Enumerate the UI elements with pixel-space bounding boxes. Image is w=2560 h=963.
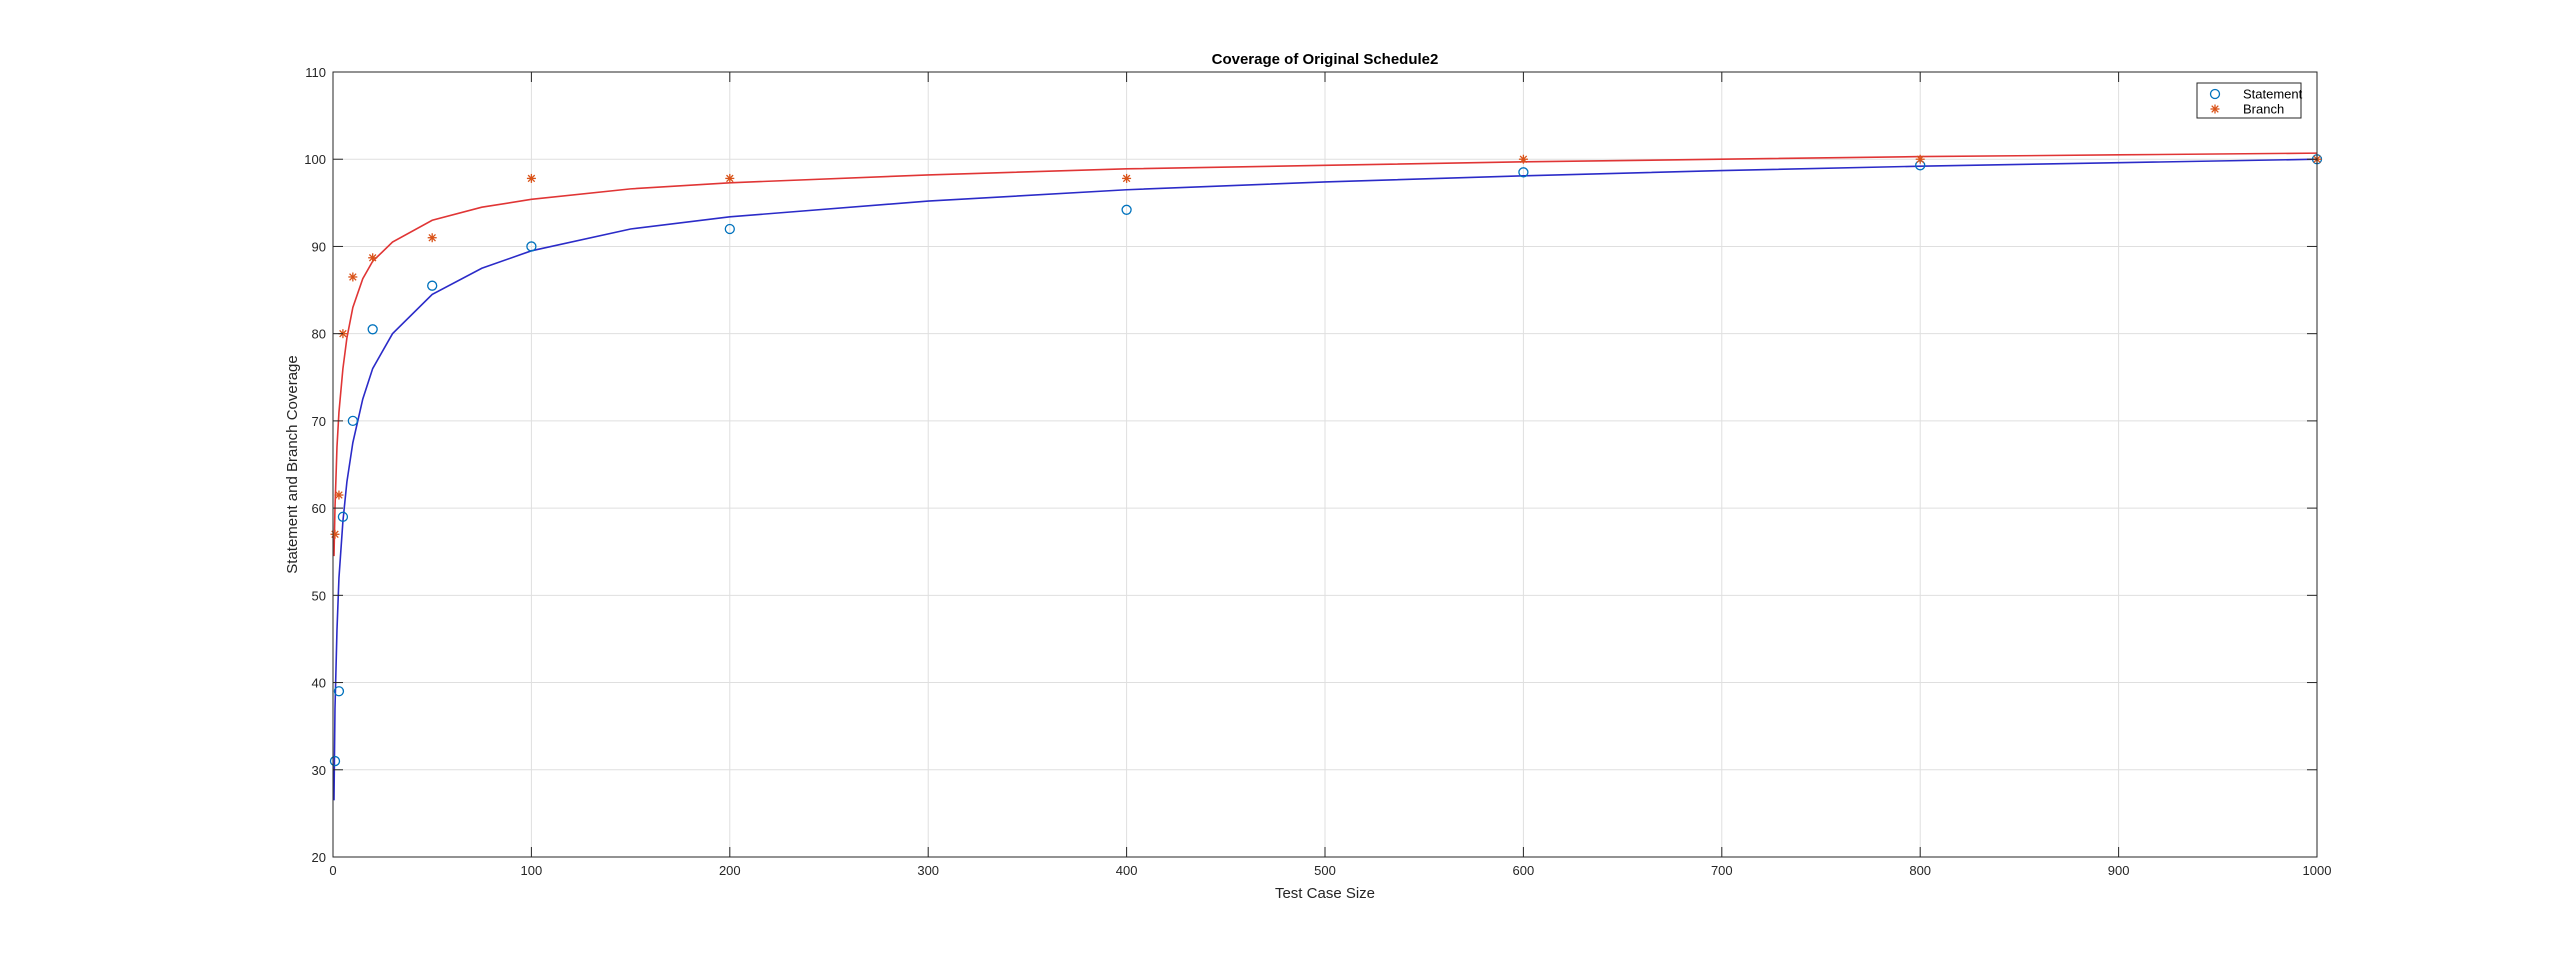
y-tick-label: 60 (312, 501, 326, 516)
x-tick-label: 0 (329, 863, 336, 878)
statement-point (329, 755, 341, 767)
y-tick-label: 80 (312, 327, 326, 342)
branch-point (330, 529, 340, 539)
y-tick-label: 40 (312, 676, 326, 691)
branch-point (1122, 173, 1132, 183)
x-tick-label: 200 (719, 863, 741, 878)
branch-point (725, 173, 735, 183)
x-tick-label: 500 (1314, 863, 1336, 878)
x-tick-label: 600 (1513, 863, 1535, 878)
y-tick-label: 20 (312, 850, 326, 865)
x-tick-label: 900 (2108, 863, 2130, 878)
legend-marker-statement (2209, 88, 2221, 100)
y-tick-label: 90 (312, 239, 326, 254)
legend-label-statement: Statement (2243, 87, 2303, 102)
x-tick-label: 800 (1909, 863, 1931, 878)
y-tick-label: 110 (305, 65, 326, 80)
statement-point (333, 686, 345, 697)
statement-point (1121, 204, 1132, 215)
y-tick-label: 50 (312, 588, 326, 603)
axes (332, 71, 2318, 858)
statement-point (526, 241, 537, 252)
y-tick-label: 100 (304, 152, 326, 167)
statement-point (367, 324, 378, 335)
chart-title: Coverage of Original Schedule2 (1212, 51, 1439, 68)
branch-point (368, 253, 378, 263)
branch-point (526, 173, 536, 183)
tick-labels: 0 100 200 300 400 500 600 700 800 900 1000 20 30 40 50… (304, 65, 2331, 878)
plot-area-frame (332, 71, 2318, 858)
y-tick-label: 30 (312, 763, 326, 778)
x-tick-label: 700 (1711, 863, 1733, 878)
fit-curve-1 (333, 152, 2318, 557)
legend-circle-marker (2209, 88, 2221, 100)
statement-point (427, 280, 438, 291)
branch-point (427, 233, 437, 243)
y-axis-label: Statement and Branch Coverage (284, 355, 301, 573)
legend-box (2196, 82, 2302, 119)
x-tick-label: 100 (521, 863, 543, 878)
grid-lines (332, 71, 2318, 858)
y-tick-label: 70 (312, 414, 326, 429)
statement-point (724, 223, 735, 235)
branch-point (1915, 154, 1925, 164)
branch-point (334, 490, 344, 500)
statement-point (1518, 167, 1529, 178)
x-tick-label: 1000 (2303, 863, 2332, 878)
legend-marker-branch (2210, 104, 2220, 114)
statement-point (347, 415, 358, 427)
fit-curves (333, 152, 2318, 801)
legend-label-branch: Branch (2243, 102, 2284, 117)
branch-point (1518, 154, 1528, 164)
statement-point (337, 511, 349, 522)
x-tick-label: 400 (1116, 863, 1138, 878)
legend: Statement Branch (2196, 82, 2303, 119)
fit-curve-0 (333, 158, 2318, 801)
x-tick-label: 300 (917, 863, 939, 878)
branch-point (348, 272, 358, 282)
x-axis-label: Test Case Size (1275, 885, 1375, 902)
legend-star-marker (2210, 104, 2220, 114)
